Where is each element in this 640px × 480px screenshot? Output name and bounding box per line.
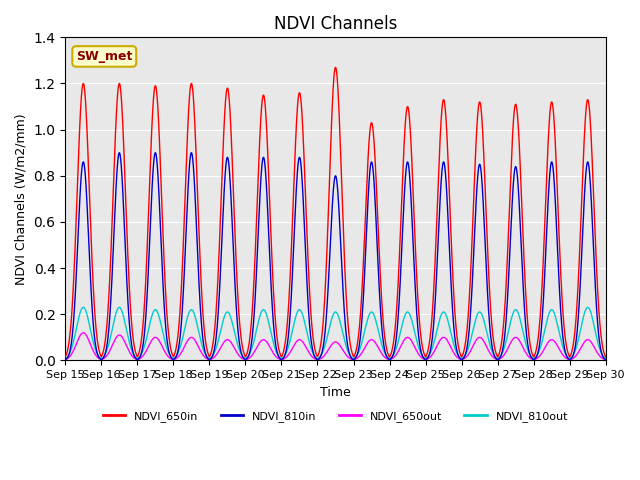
- Legend: NDVI_650in, NDVI_810in, NDVI_650out, NDVI_810out: NDVI_650in, NDVI_810in, NDVI_650out, NDV…: [99, 406, 572, 426]
- Y-axis label: NDVI Channels (W/m2/mm): NDVI Channels (W/m2/mm): [15, 113, 28, 285]
- X-axis label: Time: Time: [320, 386, 351, 399]
- Title: NDVI Channels: NDVI Channels: [274, 15, 397, 33]
- Text: SW_met: SW_met: [76, 50, 132, 63]
